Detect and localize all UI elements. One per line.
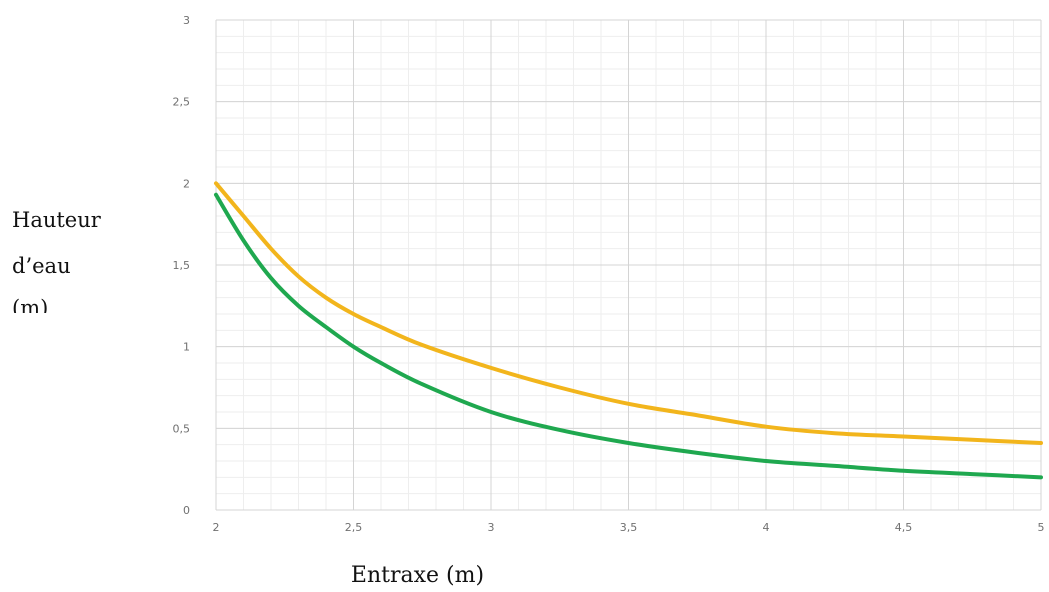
x-axis-label-container: Entraxe (m) [0,563,1049,588]
x-tick-label: 4 [763,521,770,534]
y-tick-labels: 0 0,5 1 1,5 2 2,5 3 [173,14,191,517]
y-tick-label: 0,5 [173,422,191,435]
x-tick-label: 3 [488,521,495,534]
y-tick-label: 2 [183,177,190,190]
x-axis-label: Entraxe (m) [350,563,485,588]
x-tick-label: 3,5 [620,521,638,534]
y-axis-label: Hauteur d’eau (m) [0,200,130,313]
x-tick-label: 5 [1038,521,1045,534]
y-tick-label: 1,5 [173,259,191,272]
y-tick-label: 3 [183,14,190,27]
series-lines [214,181,1043,480]
series-line-2 [214,192,1043,480]
grid [215,19,1042,511]
y-tick-label: 1 [183,341,190,354]
y-axis-label-line-2: d’eau [12,254,71,278]
x-tick-label: 2,5 [345,521,363,534]
x-tick-labels: 2 2,5 3 3,5 4 4,5 5 [213,521,1045,534]
x-tick-label: 4,5 [895,521,913,534]
series-line-1 [214,181,1043,446]
y-tick-label: 2,5 [173,96,191,109]
y-axis-label-line-1: Hauteur [12,208,101,232]
y-tick-label: 0 [183,504,190,517]
x-tick-label: 2 [213,521,220,534]
y-axis-label-line-3: (m) [12,296,49,313]
